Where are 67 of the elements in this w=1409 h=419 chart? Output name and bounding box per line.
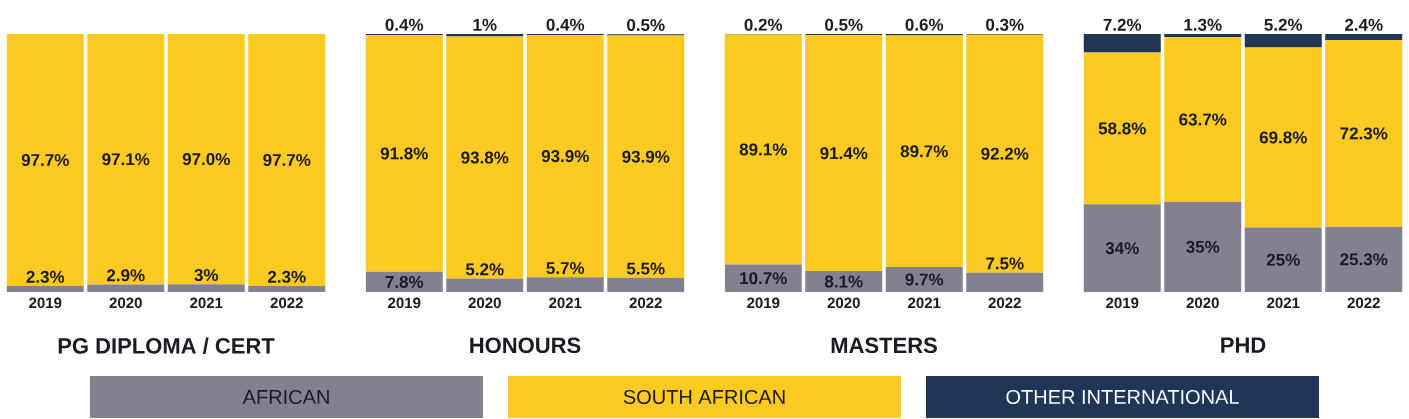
data-label: 72.3% [1340,127,1388,140]
x-tick-label: 2022 [270,297,303,309]
x-tick-label: 2022 [629,297,662,309]
data-label: 0.4% [546,18,585,31]
data-label: 2.3% [26,270,65,283]
data-label: 92.2% [981,147,1029,160]
text: OTHER INTERNATIONAL [1006,389,1239,405]
x-tick-label: 2020 [109,297,142,309]
x-axis-title: MASTERS [831,337,937,354]
x-tick-label: 2022 [988,297,1021,309]
data-label: 5.2% [465,263,504,276]
data-label: 2.3% [267,270,306,283]
data-label: 0.2% [744,18,783,31]
data-label: 5.5% [626,262,665,275]
x-tick-label: 2019 [1106,297,1139,309]
x-tick-label: 2019 [747,297,780,309]
data-label: 91.8% [380,147,428,160]
data-label: 97.7% [21,154,69,167]
x-axis-title: HONOURS [470,337,581,354]
data-label: 34% [1105,242,1139,255]
data-label: 10.7% [740,272,787,285]
data-label: 1% [473,18,497,31]
text: AFRICAN [242,389,329,405]
x-tick-label: 2021 [190,297,223,309]
data-label: 97.7% [263,154,311,167]
data-label: 2.4% [1344,18,1383,31]
data-label: 69.8% [1259,131,1307,144]
data-label: 0.3% [986,18,1024,31]
data-label: 8.1% [824,275,863,288]
data-label: 25% [1266,253,1300,266]
data-label: 0.4% [385,18,424,31]
data-label: 7.8% [385,275,424,288]
x-axis-title: PHD [1221,337,1266,353]
data-label: 58.8% [1098,122,1146,135]
data-label: 93.9% [541,150,589,163]
data-label: 35% [1186,240,1220,253]
data-label: 5.2% [1264,18,1303,31]
x-tick-label: 2020 [468,297,501,309]
x-tick-label: 2021 [908,297,941,309]
x-axis-title: PG DIPLOMA / CERT [58,337,275,354]
x-tick-label: 2019 [29,297,62,309]
data-label: 89.1% [739,143,787,156]
data-label: 97.0% [182,153,230,166]
x-tick-label: 2022 [1347,297,1380,309]
x-tick-label: 2019 [388,297,421,309]
data-label: 1.3% [1184,18,1222,31]
data-label: 89.7% [900,145,948,158]
data-label: 93.8% [461,151,509,164]
data-label: 2.9% [106,269,145,282]
data-label: 93.9% [622,150,670,163]
x-tick-label: 2020 [1186,297,1219,309]
x-tick-label: 2021 [549,297,582,309]
data-label: 0.5% [825,18,863,31]
data-label: 0.6% [905,18,944,31]
x-tick-label: 2020 [827,297,860,309]
data-label: 91.4% [820,147,868,160]
data-label: 97.1% [102,153,150,166]
data-label: 3% [194,268,219,282]
data-label: 7.5% [986,257,1024,270]
data-label: 63.7% [1179,113,1227,126]
data-label: 9.7% [905,273,944,286]
data-label: 0.5% [627,19,665,32]
text: SOUTH AFRICAN [623,389,785,405]
data-label: 5.7% [546,262,585,275]
x-tick-label: 2021 [1267,297,1300,309]
data-label: 7.2% [1103,18,1142,31]
data-label: 25.3% [1340,253,1388,266]
